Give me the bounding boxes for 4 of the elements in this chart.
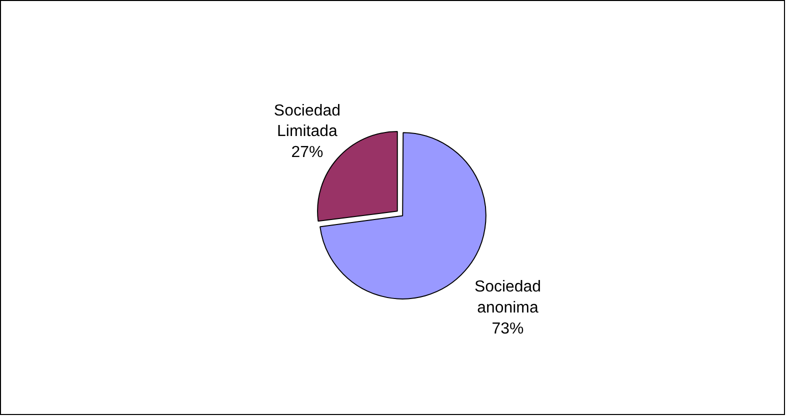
data-label: 27% (291, 144, 324, 162)
slice-label: Sociedad Limitada (274, 102, 340, 140)
slice-label: Sociedad anonima (474, 278, 541, 317)
data-label: 73% (492, 320, 524, 338)
